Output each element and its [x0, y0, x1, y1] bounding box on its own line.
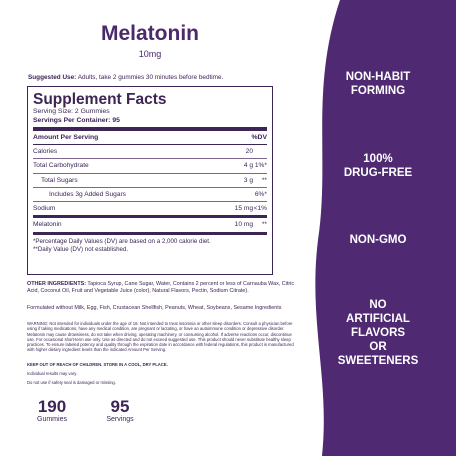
- label-panel: Melatonin 10mg Suggested Use: Adults, ta…: [22, 22, 299, 423]
- stat-number: 190: [37, 397, 67, 416]
- claims-panel-background: [300, 0, 456, 456]
- nutrient-name: Calories: [33, 148, 58, 155]
- product-dose: 10mg: [138, 49, 162, 59]
- keep-out-of-reach: KEEP OUT OF REACH OF CHILDREN. STORE IN …: [27, 362, 168, 367]
- facts-row-calories: Calories 20: [33, 145, 267, 160]
- stat-label: Gummies: [37, 416, 67, 423]
- results-note: Individual results may vary.: [27, 371, 78, 376]
- nutrient-dv: **: [261, 221, 267, 229]
- footnote-dv: *Percentage Daily Values (DV) are based …: [33, 237, 211, 245]
- nutrient-name: Sodium: [33, 205, 56, 213]
- dv-header: %DV: [251, 134, 268, 141]
- wave-shape: [315, 0, 456, 456]
- nutrient-name: Total Carbohydrate: [33, 162, 89, 170]
- nutrient-amount: 20: [245, 148, 253, 155]
- stat-servings: 95 Servings: [90, 397, 150, 423]
- seal-note: Do not use if safety seal is damaged or …: [27, 380, 116, 385]
- stat-gummies: 190 Gummies: [22, 397, 82, 423]
- stat-number: 95: [110, 397, 130, 416]
- facts-row-total-carbohydrate: Total Carbohydrate 4 g 1%*: [33, 159, 267, 174]
- facts-divider-bottom: [33, 231, 267, 235]
- claim-non-gmo: NON-GMO: [349, 234, 407, 246]
- facts-divider-thick: [33, 127, 267, 131]
- nutrient-dv: 6%*: [254, 190, 267, 198]
- other-ingredients-label: OTHER INGREDIENTS:: [27, 281, 86, 287]
- stat-label: Servings: [106, 416, 134, 423]
- other-ingredients-text: Tapioca Syrup, Cane Sugar, Water, Contai…: [27, 281, 295, 294]
- other-ingredients: OTHER INGREDIENTS: Tapioca Syrup, Cane S…: [27, 281, 299, 295]
- suggested-use-label: Suggested Use:: [28, 74, 77, 81]
- warning-text: WARNING: Not intended for individuals un…: [27, 321, 294, 353]
- nutrient-amount: 4 g: [243, 162, 253, 170]
- facts-divider-medium: [33, 215, 267, 219]
- nutrient-dv: 1%*: [254, 162, 267, 170]
- facts-row-total-sugars: Total Sugars 3 g **: [33, 174, 267, 188]
- product-name: Melatonin: [101, 22, 199, 45]
- supplement-facts-title: Supplement Facts: [33, 91, 167, 108]
- supplement-facts-panel: Supplement Facts Serving Size: 2 Gummies…: [27, 86, 273, 275]
- claim-no-artificial: NO ARTIFICIAL FLAVORS OR SWEETENERS: [337, 299, 419, 367]
- facts-header: Amount Per Serving %DV: [33, 131, 267, 145]
- nutrient-name: Melatonin: [33, 221, 62, 229]
- nutrient-dv: <1%: [253, 205, 267, 213]
- nutrient-amount: 15 mg: [234, 205, 253, 213]
- claim-non-habit-forming: NON-HABIT FORMING: [345, 71, 411, 97]
- facts-row-sodium: Sodium 15 mg <1%: [33, 202, 267, 215]
- facts-row-added-sugars: Includes 3g Added Sugars 6%*: [33, 188, 267, 203]
- servings-per-container: Servings Per Container: 95: [33, 116, 120, 124]
- serving-size: Serving Size: 2 Gummies: [33, 108, 110, 115]
- suggested-use: Suggested Use: Adults, take 2 gummies 30…: [28, 74, 298, 81]
- nutrient-name: Includes 3g Added Sugars: [49, 190, 126, 198]
- amount-per-serving-header: Amount Per Serving: [33, 134, 99, 141]
- footnote-not-established: **Daily Value (DV) not established.: [33, 245, 129, 253]
- nutrient-dv: **: [261, 176, 267, 184]
- nutrient-amount: 3 g: [243, 176, 253, 184]
- allergen-statement: Formulated without Milk, Egg, Fish, Crus…: [27, 305, 282, 311]
- facts-row-melatonin: Melatonin 10 mg **: [33, 218, 267, 231]
- suggested-use-text: Adults, take 2 gummies 30 minutes before…: [76, 74, 224, 81]
- nutrient-amount: 10 mg: [234, 221, 253, 229]
- nutrient-name: Total Sugars: [41, 176, 78, 184]
- claim-drug-free: 100% DRUG-FREE: [343, 153, 413, 179]
